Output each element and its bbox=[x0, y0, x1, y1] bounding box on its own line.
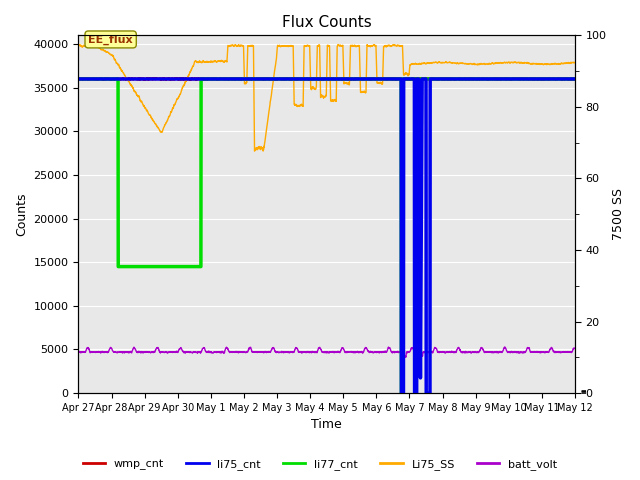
Title: Flux Counts: Flux Counts bbox=[282, 15, 372, 30]
Y-axis label: Counts: Counts bbox=[15, 192, 28, 236]
Text: –: – bbox=[580, 385, 586, 396]
X-axis label: Time: Time bbox=[311, 419, 342, 432]
Legend: wmp_cnt, li75_cnt, li77_cnt, Li75_SS, batt_volt: wmp_cnt, li75_cnt, li77_cnt, Li75_SS, ba… bbox=[78, 455, 562, 474]
Y-axis label: 7500 SS: 7500 SS bbox=[612, 188, 625, 240]
Text: EE_flux: EE_flux bbox=[88, 34, 133, 45]
Text: –: – bbox=[580, 385, 586, 395]
Text: –: – bbox=[580, 386, 586, 396]
Text: –: – bbox=[580, 387, 586, 397]
Text: –: – bbox=[580, 388, 586, 398]
